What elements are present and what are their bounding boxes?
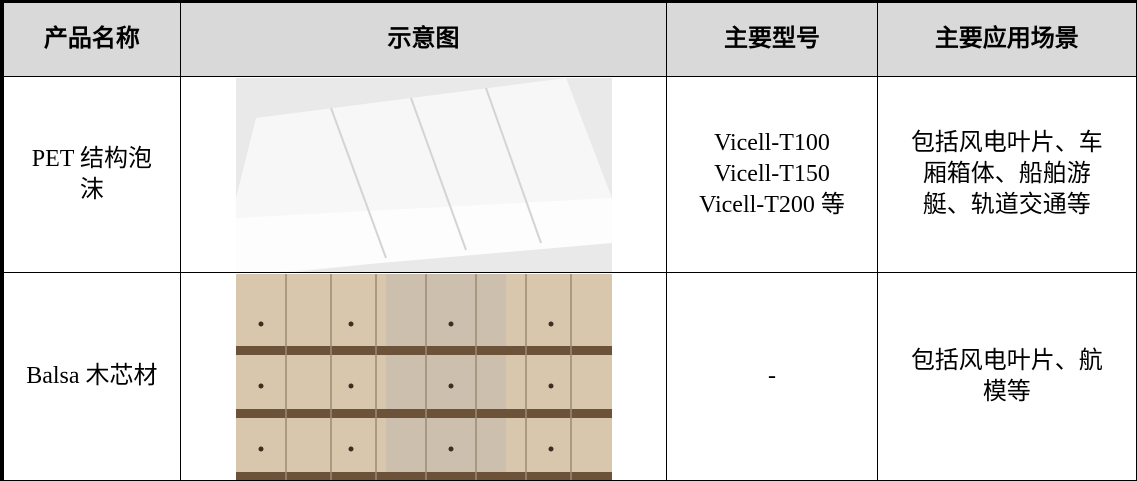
image-cell xyxy=(179,76,668,273)
image-cell xyxy=(179,272,668,481)
table-row: PET 结构泡沫 Vicell-T100 Vicell-T150 Vicell-T2… xyxy=(1,76,1137,273)
product-name: Balsa 木芯材 xyxy=(1,272,181,481)
header-cell: 示意图 xyxy=(179,1,668,77)
model-line: Vicell-T200 等 xyxy=(699,192,845,218)
balsa-image xyxy=(235,273,612,480)
model-line: Vicell-T150 xyxy=(714,161,830,187)
foam-image xyxy=(235,77,612,272)
table-row: Balsa 木芯材 xyxy=(1,272,1137,481)
header-cell: 主要应用场景 xyxy=(876,1,1137,77)
header-cell: 主要型号 xyxy=(666,1,878,77)
product-name: PET 结构泡沫 xyxy=(1,76,181,273)
model-line: - xyxy=(768,363,776,389)
model-line: Vicell-T100 xyxy=(714,130,830,156)
models-cell: Vicell-T100 Vicell-T150 Vicell-T200 等 xyxy=(666,76,878,273)
header-row: 产品名称 示意图 主要型号 主要应用场景 xyxy=(1,1,1137,77)
application: 包括风电叶片、车厢箱体、船舶游艇、轨道交通等 xyxy=(876,76,1137,273)
header-cell: 产品名称 xyxy=(1,1,181,77)
models-cell: - xyxy=(666,272,878,481)
application: 包括风电叶片、航模等 xyxy=(876,272,1137,481)
